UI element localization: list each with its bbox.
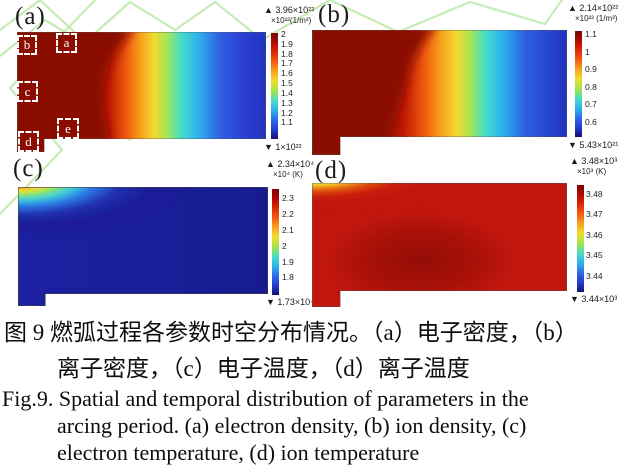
- colorbar-tick: 1.9: [282, 256, 294, 267]
- heatmap-b-ion-density: [312, 30, 567, 155]
- colorbar-tick: 0.6: [585, 116, 597, 127]
- colorbar-tick: 2.1: [282, 224, 294, 235]
- panel-a-label: (a): [15, 3, 46, 30]
- colorbar-tick: 1.7: [281, 58, 293, 69]
- colorbar-a-unit: ×10²²(1/m³): [271, 16, 312, 25]
- colorbar-tick: 1.1: [281, 117, 293, 128]
- heatmap-a-electron-density: [17, 32, 266, 152]
- region-marker-d: d: [18, 131, 39, 152]
- colorbar-a: [271, 33, 278, 139]
- colorbar-tick: 1.3: [281, 97, 293, 108]
- panel-b-label: (b): [318, 1, 351, 28]
- colorbar-c-ticks: 2.3 2.2 2.1 2 1.9 1.8: [282, 194, 294, 282]
- colorbar-c-max: ▲ 2.34×10⁴: [266, 159, 315, 169]
- colorbar-b-ticks: 1.1 1 0.9 0.8 0.7 0.6: [585, 30, 597, 126]
- colorbar-d-ticks: 3.48 3.47 3.46 3.45 3.44: [586, 190, 603, 280]
- colorbar-d-min: ▼ 3.44×10³: [570, 294, 618, 304]
- colorbar-tick: 1.8: [281, 48, 293, 59]
- colorbar-tick: 1: [585, 46, 590, 57]
- colorbar-a-min: ▼ 1×10²²: [264, 142, 302, 152]
- region-marker-e: e: [57, 118, 79, 139]
- colorbar-tick: 3.45: [586, 250, 603, 261]
- region-marker-b: b: [17, 35, 37, 55]
- colorbar-d-unit: ×10³ (K): [577, 167, 607, 176]
- colorbar-tick: 0.9: [585, 64, 597, 74]
- colorbar-b-min: ▼ 5.43×10²¹: [568, 140, 619, 150]
- colorbar-d: [577, 185, 584, 292]
- panel-c-label: (c): [13, 155, 44, 182]
- colorbar-tick: 0.7: [585, 99, 597, 109]
- caption-en-line2: arcing period. (a) electron density, (b)…: [57, 413, 527, 438]
- colorbar-tick: 2: [281, 29, 286, 39]
- colorbar-tick: 1.5: [281, 78, 293, 89]
- colorbar-tick: 3.48: [586, 189, 603, 199]
- caption-en-line3: electron temperature, (d) ion temperatur…: [57, 440, 420, 465]
- colorbar-tick: 3.46: [586, 229, 603, 240]
- colorbar-b-unit: ×10²² (1/m³): [575, 14, 618, 23]
- colorbar-tick: 1.9: [281, 38, 293, 49]
- colorbar-c: [272, 189, 279, 295]
- caption-zh-line2: 离子密度，（c）电子温度，（d）离子温度: [57, 356, 470, 381]
- colorbar-d-max: ▲ 3.48×10³: [570, 156, 618, 166]
- panel-d-label: (d): [315, 157, 348, 184]
- region-marker-c: c: [17, 81, 38, 102]
- colorbar-tick: 2.3: [282, 193, 294, 203]
- colorbar-c-unit: ×10⁴ (K): [273, 170, 303, 179]
- colorbar-tick: 2: [282, 240, 287, 251]
- colorbar-tick: 0.8: [585, 81, 597, 92]
- colorbar-tick: 2.2: [282, 208, 294, 219]
- colorbar-tick: 3.44: [586, 270, 603, 281]
- heatmap-c-electron-temperature: [18, 187, 268, 306]
- colorbar-a-max: ▲ 3.96×10²²: [264, 5, 315, 15]
- colorbar-tick: 1.4: [281, 87, 293, 98]
- colorbar-a-ticks: 2 1.9 1.8 1.7 1.6 1.5 1.4 1.3 1.2 1.1: [281, 30, 293, 127]
- caption-en-line1: Fig.9. Spatial and temporal distribution…: [2, 386, 529, 411]
- region-marker-a: a: [56, 33, 77, 53]
- colorbar-b: [575, 31, 582, 137]
- colorbar-tick: 1.1: [585, 29, 597, 39]
- colorbar-tick: 3.47: [586, 209, 603, 220]
- caption-zh-line1: 图 9 燃弧过程各参数时空分布情况。（a）电子密度，（b）: [4, 320, 578, 345]
- colorbar-tick: 1.2: [281, 107, 293, 118]
- colorbar-b-max: ▲ 2.14×10²²: [568, 3, 619, 13]
- colorbar-c-min: ▼ 1.73×10⁴: [266, 297, 315, 307]
- heatmap-d-ion-temperature: [312, 183, 567, 307]
- colorbar-tick: 1.6: [281, 68, 293, 79]
- colorbar-tick: 1.8: [282, 272, 294, 283]
